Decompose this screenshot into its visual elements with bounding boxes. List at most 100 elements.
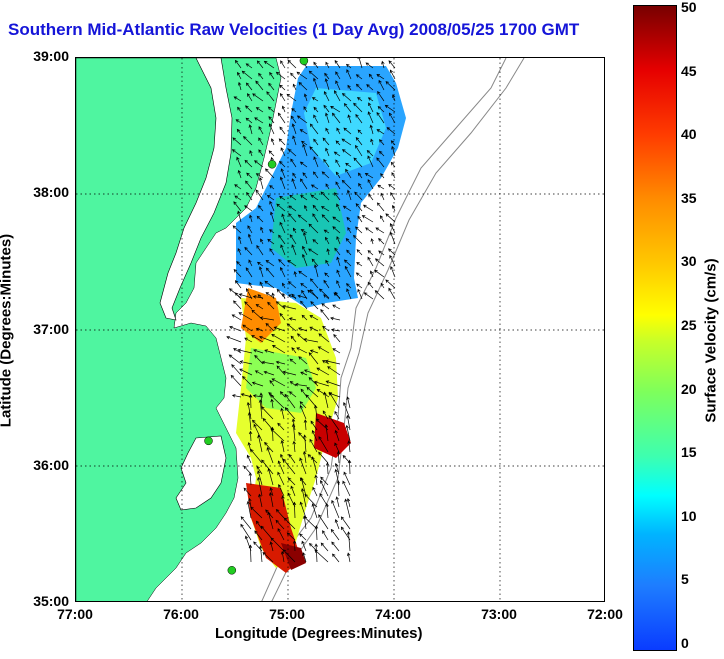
velocity-arrow	[346, 497, 351, 508]
velocity-arrow	[280, 550, 285, 563]
velocity-arrow	[292, 172, 297, 179]
velocity-arrow	[281, 105, 286, 113]
velocity-arrow	[231, 394, 242, 398]
velocity-arrow	[258, 72, 264, 80]
velocity-arrow	[391, 172, 396, 179]
velocity-arrow	[296, 347, 308, 354]
velocity-arrow	[335, 159, 341, 168]
velocity-arrow	[248, 544, 253, 563]
velocity-arrow	[347, 114, 352, 124]
chesapeake-bay	[159, 58, 233, 321]
velocity-arrow	[228, 354, 242, 365]
velocity-arrow	[304, 204, 308, 212]
velocity-arrow	[268, 150, 275, 157]
velocity-arrow	[291, 178, 297, 190]
velocity-arrow	[299, 457, 307, 475]
velocity-arrow	[275, 519, 285, 530]
velocity-arrow	[301, 140, 308, 146]
velocity-arrow	[355, 83, 363, 91]
velocity-arrow	[355, 144, 363, 157]
velocity-arrow	[277, 112, 286, 124]
x-axis-label: Longitude (Degrees:Minutes)	[215, 625, 423, 642]
velocity-arrow	[346, 288, 352, 300]
velocity-arrow	[312, 239, 319, 245]
velocity-arrow	[277, 460, 285, 475]
velocity-arrow	[320, 206, 330, 212]
velocity-arrow	[276, 203, 286, 212]
velocity-arrow	[275, 301, 286, 310]
velocity-arrow	[233, 300, 242, 310]
velocity-arrow	[390, 140, 396, 146]
velocity-arrow	[244, 205, 253, 212]
velocity-arrow	[289, 381, 297, 387]
velocity-arrow	[289, 194, 297, 201]
velocity-arrow	[323, 279, 330, 289]
velocity-arrow	[255, 520, 263, 530]
velocity-arrow	[303, 338, 319, 343]
velocity-arrow	[269, 185, 275, 190]
station-marker	[204, 436, 213, 446]
velocity-arrow	[253, 349, 264, 354]
velocity-arrow	[322, 137, 330, 146]
velocity-arrow	[367, 155, 374, 168]
velocity-arrow	[334, 519, 340, 530]
velocity-arrow	[367, 250, 374, 256]
velocity-arrow	[276, 288, 286, 299]
velocity-arrow	[237, 348, 253, 354]
velocity-arrow	[245, 117, 253, 124]
velocity-arrow	[300, 178, 308, 190]
colorbar-tick-label: 45	[681, 62, 697, 79]
velocity-arrow	[271, 378, 286, 387]
velocity-arrow	[311, 258, 319, 267]
velocity-arrow	[318, 288, 330, 299]
velocity-arrow	[280, 407, 285, 420]
velocity-arrow	[291, 244, 297, 256]
velocity-arrow	[298, 270, 308, 278]
velocity-arrow	[287, 477, 296, 486]
velocity-arrow	[332, 553, 340, 563]
velocity-arrow	[318, 436, 329, 453]
velocity-arrow	[246, 454, 252, 464]
velocity-arrow	[331, 499, 340, 519]
velocity-arrow	[362, 204, 374, 212]
velocity-arrow	[296, 115, 308, 124]
velocity-arrow	[235, 119, 242, 124]
velocity-arrow	[331, 541, 340, 552]
sound-water	[175, 435, 227, 511]
velocity-arrow	[287, 59, 297, 69]
velocity-arrow	[237, 169, 242, 179]
velocity-arrow	[284, 393, 296, 409]
velocity-arrow	[355, 203, 363, 212]
velocity-arrow	[341, 92, 352, 102]
velocity-arrow	[280, 168, 286, 179]
velocity-arrow	[300, 283, 308, 289]
velocity-arrow	[341, 179, 352, 190]
velocity-arrow	[334, 429, 340, 442]
velocity-arrow	[356, 283, 363, 289]
velocity-patch-red-east	[314, 413, 351, 458]
velocity-arrow	[333, 334, 341, 343]
velocity-arrow	[343, 127, 352, 135]
velocity-arrow	[269, 248, 275, 256]
velocity-arrow	[345, 162, 352, 168]
colorbar-label: Surface Velocity (cm/s)	[702, 258, 720, 423]
velocity-arrow	[255, 327, 264, 332]
velocity-arrow	[252, 93, 264, 102]
velocity-arrow	[370, 138, 374, 146]
colorbar-tick-label: 40	[681, 126, 697, 143]
velocity-arrow	[267, 238, 275, 245]
velocity-arrow	[312, 486, 318, 497]
velocity-arrow	[385, 213, 396, 223]
velocity-arrow	[357, 129, 363, 135]
velocity-arrow	[313, 380, 330, 387]
velocity-arrow	[257, 294, 264, 300]
velocity-arrow	[271, 344, 286, 354]
velocity-arrow	[332, 348, 341, 354]
velocity-arrow	[377, 91, 385, 102]
colorbar-tick-label: 35	[681, 189, 697, 206]
velocity-arrow	[308, 248, 319, 256]
velocity-arrow	[302, 552, 307, 563]
velocity-arrow	[335, 80, 341, 91]
velocity-arrow	[318, 514, 329, 530]
map-panel[interactable]	[75, 57, 605, 602]
